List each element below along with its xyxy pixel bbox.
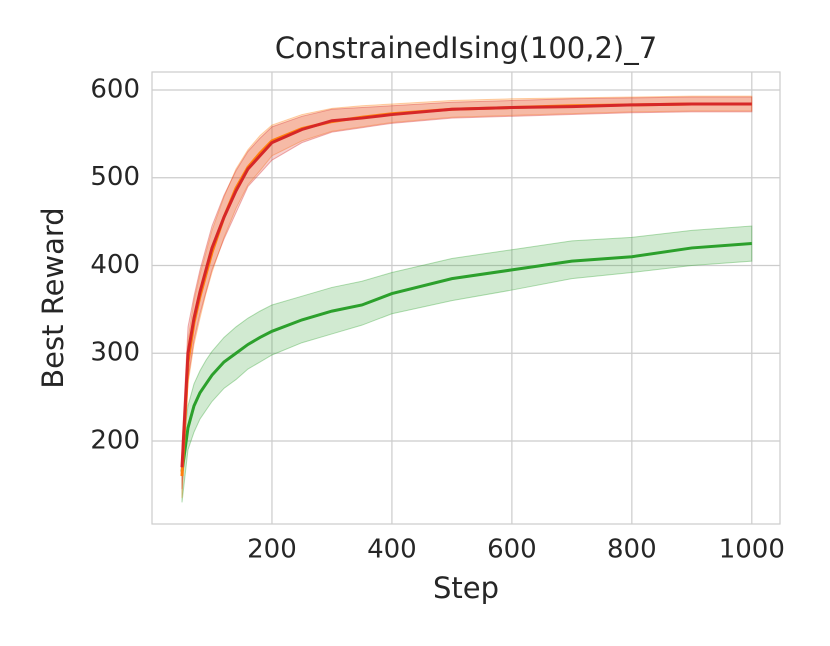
x-axis-label: Step [433, 571, 499, 605]
y-tick-label: 500 [90, 162, 140, 192]
x-tick-label: 600 [487, 535, 537, 565]
series-line [180, 242, 752, 472]
confidence-band [181, 96, 753, 490]
confidence-band [181, 95, 753, 499]
x-tick-label: 1000 [719, 535, 785, 565]
y-tick-label: 200 [90, 425, 140, 455]
x-tick-label: 200 [247, 535, 297, 565]
x-tick-label: 800 [607, 535, 657, 565]
confidence-band [181, 225, 753, 503]
series-line [180, 102, 752, 468]
x-tick-label: 400 [367, 535, 417, 565]
chart-title: ConstrainedIsing(100,2)_7 [275, 31, 657, 65]
y-tick-label: 300 [90, 338, 140, 368]
y-tick-label: 600 [90, 74, 140, 104]
y-tick-label: 400 [90, 250, 140, 280]
plot-area [151, 71, 781, 525]
y-axis-label: Best Reward [36, 207, 70, 388]
